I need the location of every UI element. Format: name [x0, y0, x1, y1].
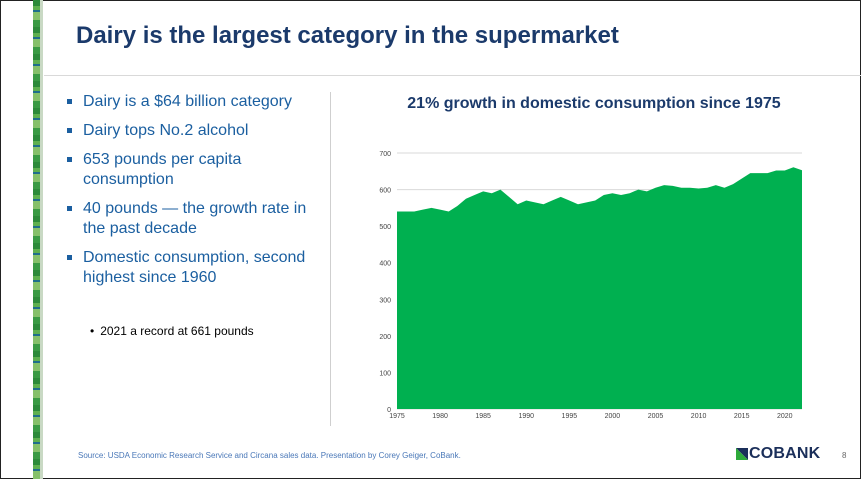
x-tick-label: 1975 [389, 413, 405, 420]
page-number: 8 [842, 451, 847, 460]
y-tick-label: 700 [379, 151, 391, 158]
bullet-list: Dairy is a $64 billion category Dairy to… [66, 92, 326, 297]
x-tick-label: 2020 [777, 413, 793, 420]
x-tick-label: 1995 [562, 413, 578, 420]
bullet-item: 653 pounds per capita consumption [66, 150, 326, 190]
bullet-item: Dairy is a $64 billion category [66, 92, 326, 112]
y-tick-label: 100 [379, 370, 391, 377]
y-tick-label: 0 [387, 407, 391, 414]
x-tick-label: 2015 [734, 413, 750, 420]
cobank-logo-icon [736, 448, 748, 460]
logo-text: COBANK [749, 445, 821, 462]
bullet-dot-icon: • [90, 324, 95, 338]
source-note: Source: USDA Economic Research Service a… [78, 451, 461, 460]
x-tick-label: 1980 [432, 413, 448, 420]
x-tick-label: 2010 [691, 413, 707, 420]
x-tick-label: 2005 [648, 413, 664, 420]
x-tick-label: 2000 [605, 413, 621, 420]
decorative-stripe-shade [40, 0, 43, 479]
bullet-item: Dairy tops No.2 alcohol [66, 121, 326, 141]
column-divider [330, 92, 331, 426]
y-tick-label: 500 [379, 224, 391, 231]
y-tick-label: 300 [379, 297, 391, 304]
sub-bullet-text: 2021 a record at 661 pounds [100, 324, 254, 338]
y-tick-label: 600 [379, 188, 391, 195]
y-tick-label: 200 [379, 334, 391, 341]
x-tick-label: 1990 [518, 413, 534, 420]
chart-title: 21% growth in domestic consumption since… [407, 95, 781, 112]
title-divider [44, 75, 861, 76]
sub-bullet: • 2021 a record at 661 pounds [90, 324, 254, 338]
decorative-stripe [33, 0, 42, 479]
area-chart: 0 100 200 300 400 500 600 700 1975 1980 1985 1990 19… [379, 151, 802, 420]
bullet-item: Domestic consumption, second highest sin… [66, 248, 326, 288]
bullet-item: 40 pounds — the growth rate in the past … [66, 199, 326, 239]
consumption-area [397, 167, 802, 409]
y-tick-label: 400 [379, 261, 391, 268]
cobank-logo: COBANK [736, 445, 820, 463]
x-tick-label: 1985 [475, 413, 491, 420]
slide-title: Dairy is the largest category in the sup… [76, 22, 619, 49]
